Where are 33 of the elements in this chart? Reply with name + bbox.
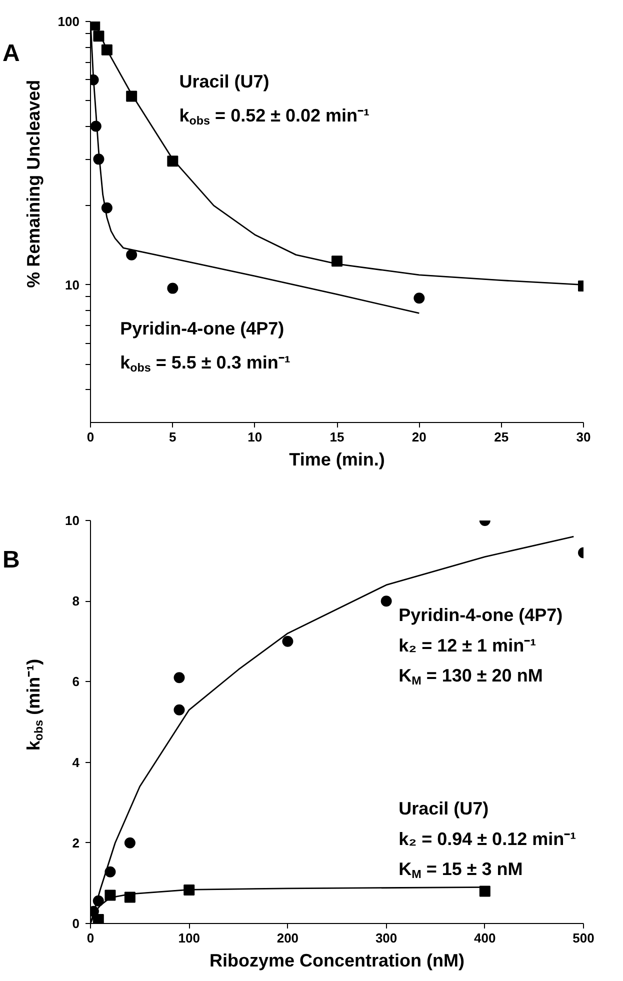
text: A	[2, 40, 20, 67]
x-tick-label: 100	[178, 930, 200, 946]
x-tick-label: 0	[86, 930, 94, 946]
y-tick-label: 10	[65, 513, 80, 528]
x-tick-label: 0	[86, 430, 94, 444]
y-tick-label: 6	[72, 674, 80, 690]
x-tick-label: 25	[494, 430, 509, 444]
annotation: k₂ = 0.94 ± 0.12 min⁻¹	[398, 828, 576, 849]
x-axis-title: Time (min.)	[289, 450, 385, 470]
text: B	[2, 546, 20, 574]
x-tick-label: 5	[169, 430, 176, 444]
x-tick-label: 30	[576, 430, 591, 444]
x-tick-label: 500	[572, 930, 594, 946]
annotation: Uracil (U7)	[398, 798, 489, 819]
annotation: Pyridin-4-one (4P7)	[398, 605, 563, 626]
x-axis-title: Ribozyme Concentration (nM)	[210, 950, 465, 970]
y-tick-label: 10	[65, 277, 80, 292]
x-tick-label: 20	[412, 430, 426, 444]
y-axis-title: % Remaining Uncleaved	[24, 80, 44, 288]
y-tick-label: 2	[72, 835, 80, 850]
x-tick-label: 15	[330, 430, 344, 444]
y-axis-title: kobs (min⁻¹)	[24, 658, 46, 751]
x-tick-label: 300	[375, 930, 398, 946]
annotation: Pyridin-4-one (4P7)	[120, 318, 284, 338]
x-tick-label: 400	[474, 930, 496, 946]
annotation: Uracil (U7)	[179, 72, 270, 92]
x-tick-label: 200	[276, 930, 299, 946]
y-tick-label: 100	[58, 14, 80, 29]
y-tick-label: 4	[72, 754, 80, 770]
x-tick-label: 10	[248, 430, 262, 444]
y-tick-label: 0	[72, 916, 80, 931]
annotation: k₂ = 12 ± 1 min⁻¹	[398, 635, 536, 656]
y-tick-label: 8	[72, 594, 80, 609]
